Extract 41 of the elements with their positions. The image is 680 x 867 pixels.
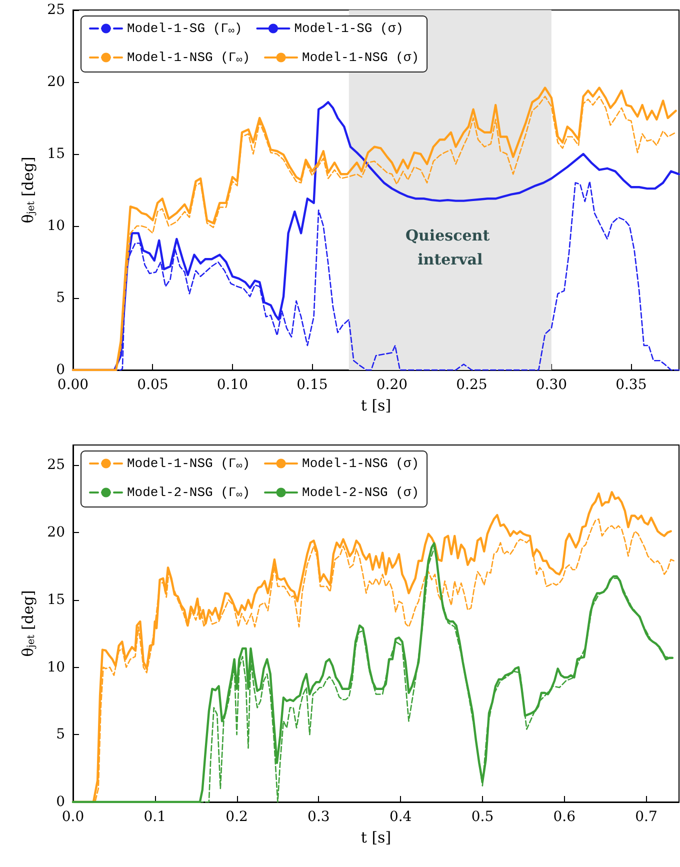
y-tick-label: 25 xyxy=(47,2,65,18)
x-tick-label: 0.2 xyxy=(226,809,248,825)
x-tick-label: 0.00 xyxy=(57,377,89,393)
legend-label: Model-1-NSG (σ) xyxy=(302,456,420,471)
legend-label: Model-2-NSG (σ) xyxy=(302,485,420,500)
x-tick-label: 0.7 xyxy=(635,809,658,825)
legend-label: Model-1-NSG (σ) xyxy=(302,50,420,65)
x-tick-label: 0.4 xyxy=(389,809,412,825)
band-label: Quiescent interval xyxy=(405,226,495,269)
y-tick-label: 0 xyxy=(56,362,65,378)
x-tick-label: 0.25 xyxy=(456,377,488,393)
y-tick-label: 25 xyxy=(47,457,65,474)
x-tick-label: 0.5 xyxy=(471,809,494,825)
y-tick-label: 5 xyxy=(56,726,65,743)
legend-label: Model-1-SG (σ) xyxy=(294,21,404,36)
x-tick-label: 0.05 xyxy=(137,377,168,393)
x-tick-label: 0.35 xyxy=(616,377,647,393)
y-tick-label: 15 xyxy=(47,592,65,608)
y-tick-label: 0 xyxy=(56,794,65,810)
y-tick-label: 20 xyxy=(47,74,65,90)
x-tick-label: 0.30 xyxy=(536,377,568,393)
x-axis-title: t [s] xyxy=(360,396,392,414)
y-tick-label: 15 xyxy=(47,146,65,162)
y-tick-label: 10 xyxy=(47,218,65,234)
y-axis-title: θjet [deg] xyxy=(18,156,37,224)
y-axis-title: θjet [deg] xyxy=(18,590,37,657)
y-tick-label: 20 xyxy=(47,524,65,541)
x-tick-label: 0.10 xyxy=(216,377,248,393)
legend-label: Model-1-NSG (Γ∞) xyxy=(127,50,250,66)
x-tick-label: 0.20 xyxy=(376,377,408,393)
x-tick-label: 0.1 xyxy=(144,809,166,825)
x-tick-label: 0.0 xyxy=(62,809,84,825)
y-tick-label: 10 xyxy=(47,659,65,676)
y-tick-label: 5 xyxy=(56,290,65,306)
x-axis-title: t [s] xyxy=(360,828,392,846)
x-tick-label: 0.6 xyxy=(553,809,576,825)
x-tick-label: 0.3 xyxy=(308,809,330,825)
legend-label: Model-1-NSG (Γ∞) xyxy=(127,456,250,472)
legend-label: Model-1-SG (Γ∞) xyxy=(127,21,242,38)
legend-label: Model-2-NSG (Γ∞) xyxy=(127,485,250,502)
x-tick-label: 0.15 xyxy=(296,377,328,393)
